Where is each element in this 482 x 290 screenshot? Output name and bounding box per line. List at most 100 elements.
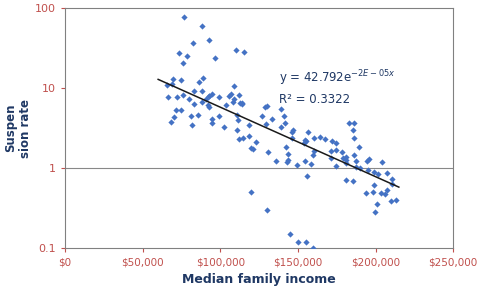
Point [374, 172, 382, 176]
Point [370, 183, 378, 188]
Point [342, 161, 349, 165]
Point [263, 104, 270, 108]
Point [377, 190, 385, 195]
Point [195, 113, 202, 117]
Point [173, 95, 181, 100]
Point [371, 169, 378, 174]
Point [205, 38, 213, 42]
Point [281, 113, 288, 118]
Point [205, 94, 213, 99]
Point [249, 147, 257, 151]
Point [212, 56, 219, 60]
Point [342, 178, 349, 183]
X-axis label: Median family income: Median family income [182, 273, 336, 286]
Point [233, 113, 241, 117]
Point [168, 82, 176, 87]
Point [229, 100, 237, 104]
Point [352, 159, 360, 164]
Point [388, 177, 396, 182]
Point [245, 133, 253, 138]
Point [177, 78, 185, 83]
Point [235, 93, 243, 97]
Point [253, 140, 260, 144]
Point [205, 104, 213, 109]
Point [294, 240, 302, 244]
Point [369, 189, 376, 194]
Point [293, 163, 300, 168]
Point [187, 123, 195, 128]
Point [238, 102, 245, 106]
Point [300, 140, 308, 145]
Point [228, 91, 235, 96]
Point [202, 97, 210, 101]
Point [379, 159, 387, 164]
Point [310, 136, 318, 141]
Point [342, 157, 349, 162]
Point [284, 152, 292, 157]
Point [345, 121, 353, 125]
Point [169, 77, 177, 81]
Point [232, 48, 240, 52]
Point [200, 76, 207, 80]
Point [277, 125, 285, 129]
Point [239, 135, 247, 140]
Point [236, 101, 244, 105]
Point [309, 246, 317, 251]
Point [381, 191, 388, 196]
Point [301, 137, 309, 142]
Point [327, 156, 335, 160]
Point [363, 159, 371, 163]
Point [392, 198, 400, 202]
Point [245, 123, 253, 128]
Point [364, 168, 372, 172]
Point [338, 149, 346, 154]
Point [170, 115, 178, 119]
Point [388, 182, 396, 187]
Point [281, 121, 289, 126]
Point [205, 94, 213, 99]
Point [288, 135, 295, 140]
Point [349, 128, 357, 133]
Point [215, 95, 223, 99]
Point [209, 120, 216, 125]
Point [235, 137, 242, 141]
Point [310, 148, 318, 153]
Point [374, 202, 381, 206]
Point [247, 146, 255, 150]
Point [289, 128, 297, 132]
Point [304, 173, 311, 178]
Point [302, 138, 310, 143]
Point [190, 102, 198, 106]
Point [350, 152, 358, 157]
Point [233, 127, 241, 132]
Point [173, 108, 180, 113]
Point [230, 84, 238, 89]
Point [350, 135, 358, 140]
Point [353, 165, 361, 169]
Point [230, 97, 238, 101]
Point [208, 92, 215, 97]
Point [321, 136, 329, 141]
Point [167, 119, 174, 124]
Point [268, 117, 276, 122]
Point [258, 113, 266, 118]
Y-axis label: Suspen
sion rate: Suspen sion rate [4, 99, 32, 158]
Point [327, 149, 335, 154]
Point [356, 166, 364, 171]
Point [163, 83, 171, 87]
Point [383, 171, 391, 175]
Point [215, 113, 223, 118]
Point [262, 104, 269, 109]
Point [339, 156, 347, 160]
Point [180, 15, 187, 19]
Point [309, 153, 317, 157]
Point [179, 93, 187, 98]
Point [387, 199, 395, 203]
Point [333, 163, 340, 168]
Point [222, 103, 230, 107]
Point [349, 179, 357, 184]
Point [235, 117, 242, 122]
Point [262, 122, 269, 127]
Point [282, 145, 290, 150]
Point [332, 148, 340, 152]
